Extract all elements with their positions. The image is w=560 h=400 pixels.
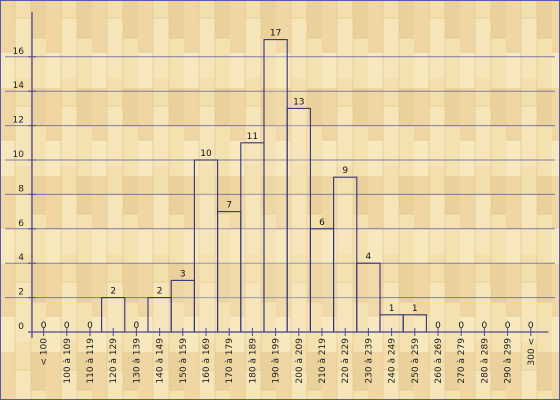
data-label: 0 [528,321,534,331]
data-label: 7 [226,201,232,211]
bars-group [101,39,427,333]
grid-lines [5,56,555,299]
data-label: 2 [157,287,163,297]
bar-7 [193,159,219,333]
data-label: 0 [435,321,441,331]
x-tick-label: 180 à 189 [248,338,258,384]
data-label: 0 [482,321,488,331]
y-tick-label: 16 [13,47,25,57]
x-tick-label: 270 à 279 [457,338,467,384]
data-label: 6 [319,218,325,228]
bar-9 [240,142,265,333]
x-tick-label: 190 à 199 [272,338,282,384]
x-tick-label: < 100 [40,338,50,366]
y-tick-label: 4 [18,253,24,263]
data-label: 9 [342,166,348,176]
x-tick-label: 170 à 179 [225,338,235,384]
bar-12 [309,228,335,333]
x-tick-labels: < 100 100 à 109 110 à 119 120 à 129 130 à 13… [40,338,537,384]
y-tick-labels: 0 2 4 6 8 10 12 14 16 [13,47,25,332]
data-label: 10 [200,149,212,159]
x-tick-label: 130 à 139 [132,338,142,384]
data-label: 1 [389,304,395,314]
data-label: 0 [134,321,140,331]
y-tick-label: 10 [13,150,25,160]
bar-14 [356,262,381,333]
x-tick-label: 120 à 129 [109,338,119,384]
bar-10 [263,39,288,333]
x-tick-label: 280 à 289 [480,338,490,384]
x-tick-label: 230 à 239 [364,338,374,384]
y-tick-label: 2 [18,288,24,298]
data-label: 2 [110,287,116,297]
x-tick-label: 300 < [527,338,537,366]
data-label: 17 [270,29,281,39]
y-tick-label: 8 [18,184,24,194]
bar-13 [333,176,358,333]
data-label: 1 [412,304,418,314]
bar-3 [101,297,126,333]
data-label: 13 [293,97,304,107]
x-tick-label: 200 à 209 [295,338,305,384]
y-tick-label: 6 [18,219,24,229]
y-tick-label: 14 [13,81,25,91]
data-label: 11 [247,132,258,142]
bar-11 [286,107,311,333]
data-label: 0 [64,321,70,331]
data-label: 0 [505,321,511,331]
x-tick-label: 220 à 229 [341,338,351,384]
y-tick-label: 0 [18,322,24,332]
x-tick-label: 290 à 299 [504,338,514,384]
bar-6 [170,279,195,333]
data-label: 4 [366,252,372,262]
x-tick-label: 250 à 259 [411,338,421,384]
bar-5 [147,297,172,333]
x-tick-label: 160 à 169 [202,338,212,384]
x-tick-label: 240 à 249 [388,338,398,384]
x-tick-label: 100 à 109 [63,338,73,384]
x-tick-label: 110 à 119 [86,338,96,384]
x-tick-label: 260 à 269 [434,338,444,384]
data-label: 3 [180,269,186,279]
y-tick-label: 12 [13,116,24,126]
bar-8 [217,211,242,333]
data-label: 0 [87,321,93,331]
data-label: 0 [41,321,47,331]
x-tick-label: 210 à 219 [318,338,328,384]
x-tick-label: 150 à 159 [179,338,189,384]
data-label: 0 [458,321,464,331]
axes-group [28,12,549,338]
x-tick-label: 140 à 149 [156,338,166,384]
